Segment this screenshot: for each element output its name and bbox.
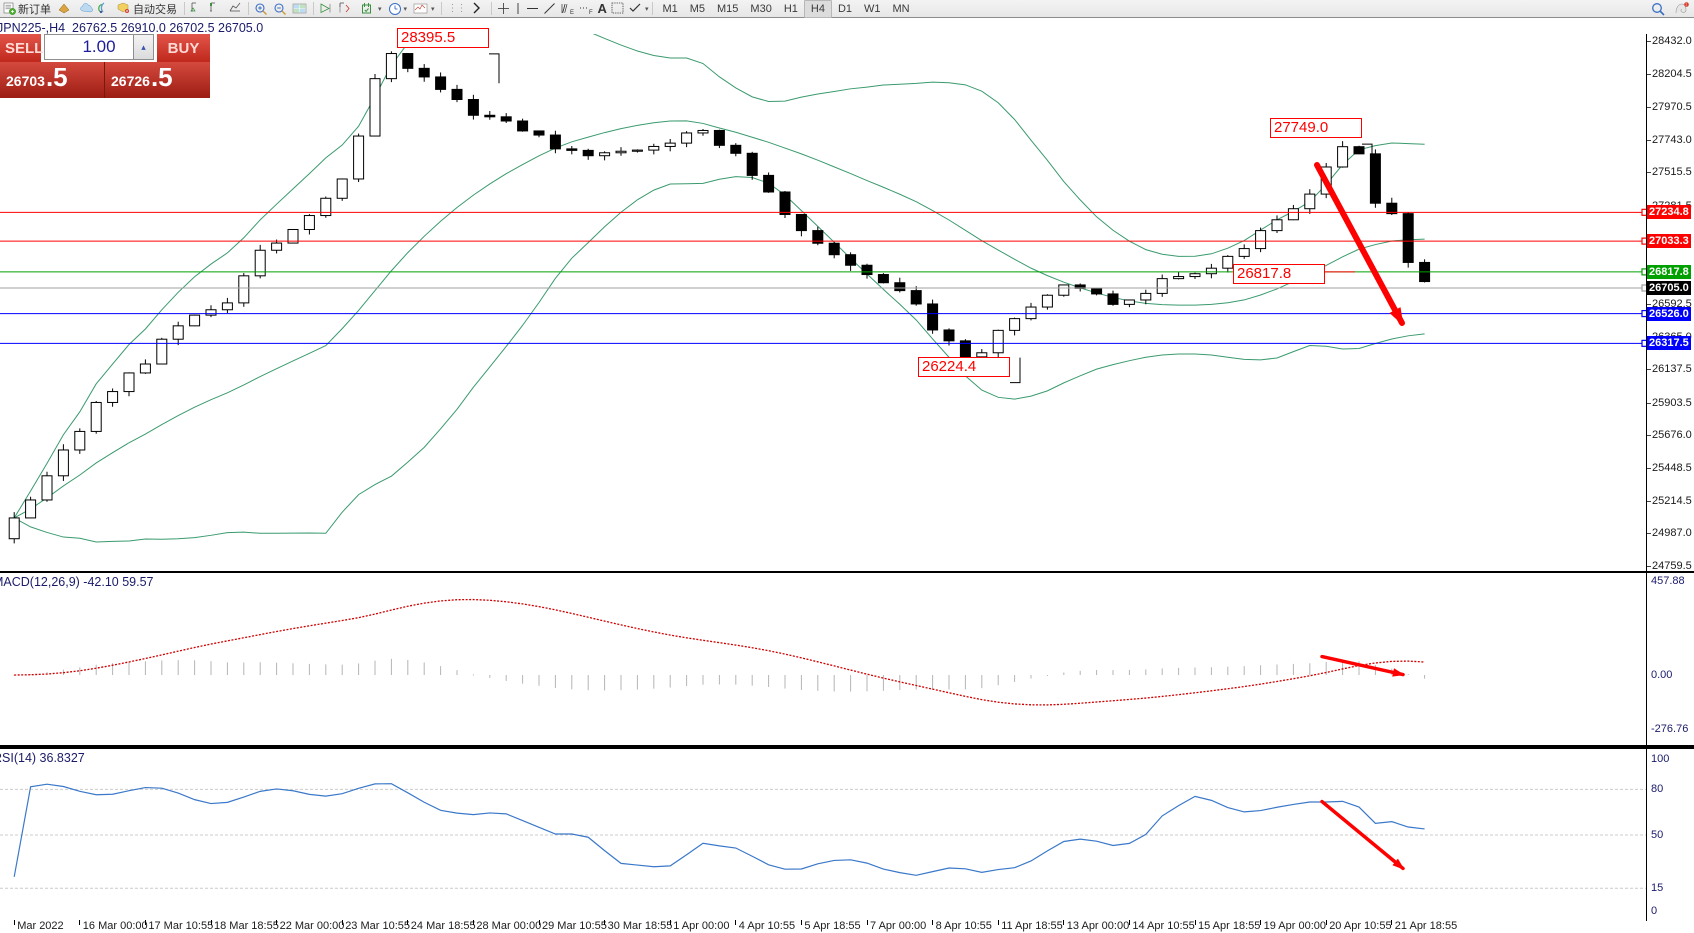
svg-text:F: F bbox=[589, 10, 593, 15]
svg-text:E: E bbox=[570, 10, 574, 15]
svg-text:1: 1 bbox=[1685, 2, 1687, 6]
